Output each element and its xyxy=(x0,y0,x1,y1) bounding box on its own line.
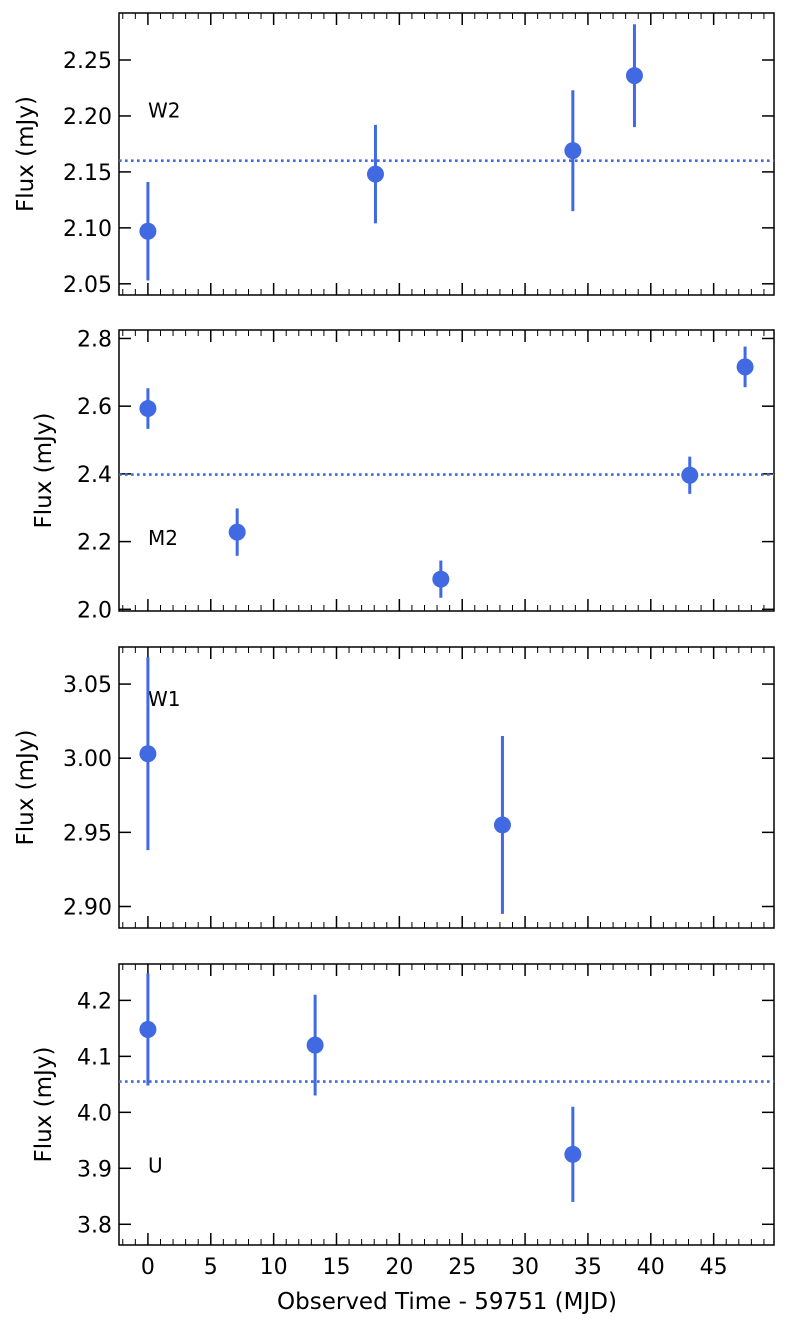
y-tick-label: 2.90 xyxy=(63,895,112,920)
y-tick-label: 2.15 xyxy=(63,161,112,186)
data-point xyxy=(493,816,511,834)
x-tick-label: 5 xyxy=(204,1255,218,1280)
panel-m2: 2.0 2.2 2.4 2.6 2.8 Flux (mJy) M2 xyxy=(31,327,775,623)
y-tick-label: 4.2 xyxy=(77,989,112,1014)
x-axis-title: Observed Time - 59751 (MJD) xyxy=(277,1289,617,1315)
y-tick-label: 2.05 xyxy=(63,273,112,298)
data-point xyxy=(139,222,157,240)
y-axis-title: Flux (mJy) xyxy=(31,413,57,529)
x-tick-label: 30 xyxy=(511,1255,539,1280)
y-axis-title: Flux (mJy) xyxy=(31,1047,57,1163)
y-axis-title: Flux (mJy) xyxy=(13,730,39,846)
data-point xyxy=(432,570,450,588)
panel-u: 3.8 3.9 4.0 4.1 4.2 Flux (mJy) U 0 5 10 15 20 25 30 35… xyxy=(31,963,775,1280)
y-tick-label: 2.2 xyxy=(77,531,112,556)
y-tick-label: 4.0 xyxy=(77,1101,112,1126)
data-point xyxy=(564,142,582,160)
data-point xyxy=(564,1145,582,1163)
x-tick-label: 15 xyxy=(322,1255,350,1280)
y-tick-label: 2.8 xyxy=(77,327,112,352)
data-point xyxy=(681,466,699,484)
y-tick-label: 2.0 xyxy=(77,598,112,623)
data-point xyxy=(306,1036,324,1054)
y-tick-label: 2.10 xyxy=(63,217,112,242)
band-label: W2 xyxy=(148,98,181,122)
data-point xyxy=(139,745,157,763)
band-label: W1 xyxy=(148,687,181,711)
x-tick-label: 10 xyxy=(260,1255,288,1280)
x-tick-label: 0 xyxy=(141,1255,155,1280)
data-point xyxy=(736,358,754,376)
y-tick-label: 3.05 xyxy=(63,673,112,698)
y-tick-label: 2.6 xyxy=(77,395,112,420)
y-tick-label: 2.95 xyxy=(63,821,112,846)
x-tick-label: 35 xyxy=(574,1255,602,1280)
y-tick-label: 2.20 xyxy=(63,105,112,130)
band-label: U xyxy=(148,1154,163,1178)
x-tick-label: 40 xyxy=(637,1255,665,1280)
y-tick-label: 2.4 xyxy=(77,463,112,488)
y-axis-title: Flux (mJy) xyxy=(13,96,39,212)
data-point xyxy=(366,165,384,183)
y-tick-label: 2.25 xyxy=(63,49,112,74)
data-point xyxy=(625,67,643,85)
data-point xyxy=(228,523,246,541)
panel-frame xyxy=(118,12,775,296)
x-tick-label: 25 xyxy=(448,1255,476,1280)
panel-w2: 2.05 2.10 2.15 2.20 2.25 Flux (mJy) W2 xyxy=(13,12,775,298)
band-label: M2 xyxy=(148,526,178,550)
y-tick-label: 3.00 xyxy=(63,747,112,772)
data-point xyxy=(139,400,157,418)
x-tick-label: 20 xyxy=(385,1255,413,1280)
panel-frame xyxy=(118,329,775,612)
y-tick-label: 3.8 xyxy=(77,1213,112,1238)
panel-frame xyxy=(118,646,775,929)
y-tick-label: 3.9 xyxy=(77,1157,112,1182)
x-tick-label: 45 xyxy=(700,1255,728,1280)
panel-frame xyxy=(118,963,775,1246)
y-tick-label: 4.1 xyxy=(77,1045,112,1070)
panel-w1: 2.90 2.95 3.00 3.05 Flux (mJy) W1 xyxy=(13,646,775,929)
data-point xyxy=(139,1020,157,1038)
